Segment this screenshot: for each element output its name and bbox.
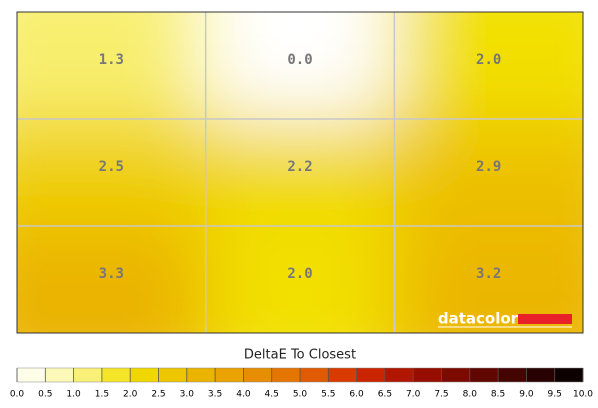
heat-cell xyxy=(394,12,583,119)
colorbar-swatch xyxy=(186,368,216,382)
heat-cell xyxy=(205,119,395,226)
cell-label: 3.2 xyxy=(476,266,501,282)
colorbar-swatch xyxy=(526,368,555,382)
heat-cell xyxy=(205,226,395,333)
watermark-bar xyxy=(518,314,572,324)
cell-label: 2.0 xyxy=(287,266,312,282)
colorbar-swatch xyxy=(300,368,329,382)
colorbar-swatch xyxy=(73,368,102,382)
colorbar-tick-label: 0.0 xyxy=(10,390,25,400)
cell-label: 2.2 xyxy=(287,159,312,175)
colorbar-swatch xyxy=(554,368,583,382)
cell-label: 0.0 xyxy=(287,52,312,68)
colorbar-swatch xyxy=(243,368,272,382)
colorbar-swatch xyxy=(384,368,414,382)
plot-frame xyxy=(16,11,584,334)
colorbar-tick-label: 9.5 xyxy=(548,390,562,400)
colorbar-swatch xyxy=(498,368,527,382)
colorbar-tick-label: 3.0 xyxy=(180,390,195,400)
colorbar-swatch xyxy=(101,368,131,382)
colorbar-tick-label: 3.5 xyxy=(208,390,222,400)
colorbar-tick-label: 0.5 xyxy=(38,390,52,400)
colorbar-tick-label: 7.5 xyxy=(434,390,448,400)
colorbar-label: DeltaE To Closest xyxy=(244,348,356,363)
colorbar-tick-label: 1.5 xyxy=(95,390,109,400)
overlay: 1.3 0.0 2.0 2.5 2.2 2.9 3.3 2.0 3.2 datacolor xyxy=(17,12,583,333)
colorbar-swatch xyxy=(130,368,159,382)
colorbar-swatch xyxy=(215,368,244,382)
colorbar-tick-label: 8.0 xyxy=(463,390,478,400)
colorbar-tick-label: 4.0 xyxy=(236,390,251,400)
colorbar-swatch xyxy=(158,368,187,382)
colorbar-swatch xyxy=(328,368,357,382)
heat-cell xyxy=(17,226,206,333)
heat-cell xyxy=(394,119,583,226)
cell-label: 2.0 xyxy=(476,52,501,68)
colorbar-tick-label: 1.0 xyxy=(66,390,81,400)
colorbar-swatch xyxy=(469,368,499,382)
colorbar-swatch xyxy=(271,368,300,382)
colorbar-tick-label: 7.0 xyxy=(406,390,421,400)
colorbar-tick-label: 6.5 xyxy=(378,390,392,400)
colorbar-swatch xyxy=(17,368,46,382)
colorbar-swatch xyxy=(45,368,74,382)
colorbar-tick-label: 4.5 xyxy=(265,390,279,400)
colorbar-swatch xyxy=(441,368,470,382)
colorbar-tick-label: 5.0 xyxy=(293,390,308,400)
heat-cells xyxy=(17,12,583,333)
cell-label: 2.5 xyxy=(99,159,124,175)
colorbar-swatch xyxy=(356,368,385,382)
cell-label: 1.3 xyxy=(99,52,124,68)
colorbar-tick-label: 8.5 xyxy=(491,390,505,400)
colorbar-tick-label: 10.0 xyxy=(573,390,593,400)
colorbar-tick-label: 6.0 xyxy=(349,390,364,400)
heat-cell xyxy=(17,12,206,119)
heatmap-area xyxy=(17,12,583,333)
colorbar-swatch xyxy=(413,368,442,382)
colorbar-tick-label: 5.5 xyxy=(321,390,335,400)
watermark: datacolor xyxy=(438,310,519,328)
cell-label: 3.3 xyxy=(99,266,124,282)
colorbar-tick-label: 9.0 xyxy=(519,390,534,400)
colorbar-tick-label: 2.5 xyxy=(151,390,165,400)
heat-cell xyxy=(17,119,206,226)
colorbar-tick-label: 2.0 xyxy=(123,390,138,400)
heat-cell xyxy=(205,12,395,119)
cell-label: 2.9 xyxy=(476,159,501,175)
